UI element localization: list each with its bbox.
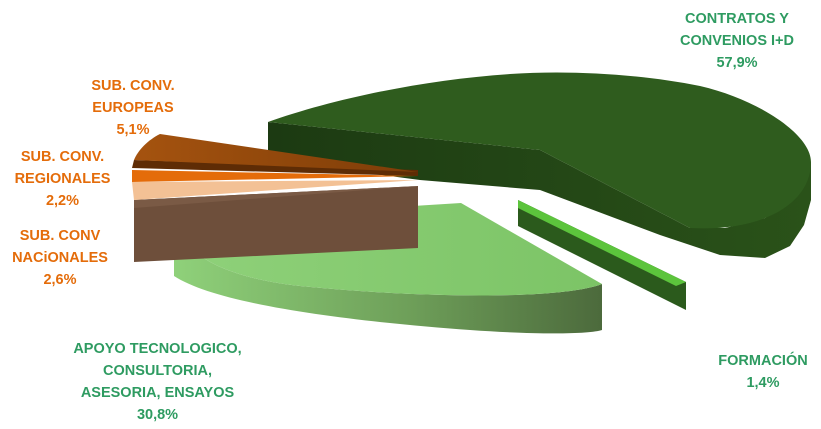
label-nacionales: SUB. CONV NACiONALES 2,6%: [5, 225, 115, 291]
slice-regionales-band: [132, 170, 418, 182]
label-europeas-value: 5,1%: [116, 122, 150, 138]
slice-europeas: [132, 134, 418, 176]
slice-apoyo-side: [174, 221, 602, 334]
label-nacionales-value: 2,6%: [43, 272, 77, 288]
label-regionales-line1: SUB. CONV.: [20, 149, 105, 165]
label-regionales-value: 2,2%: [45, 193, 80, 209]
label-apoyo-line1: APOYO TECNOLOGICO,: [73, 341, 242, 357]
slice-nacionales-top: [134, 186, 418, 208]
label-contratos-line1: CONTRATOS Y: [685, 11, 789, 27]
label-regionales: SUB. CONV. REGIONALES 2,2%: [0, 146, 125, 212]
label-formacion: FORMACIÓN 1,4%: [703, 350, 821, 394]
label-contratos: CONTRATOS Y CONVENIOS I+D 57,9%: [662, 8, 812, 74]
slice-nacionales-side: [134, 186, 418, 262]
label-apoyo-line3: ASESORIA, ENSAYOS: [80, 385, 235, 401]
label-apoyo-line2: CONSULTORIA,: [102, 363, 213, 379]
label-formacion-value: 1,4%: [746, 375, 780, 391]
slice-regionales-top: [132, 180, 418, 200]
label-contratos-line2: CONVENIOS I+D: [679, 33, 794, 49]
label-nacionales-line1: SUB. CONV: [19, 228, 101, 244]
label-contratos-value: 57,9%: [716, 55, 758, 71]
slice-formacion: [518, 200, 686, 310]
slice-contratos: [268, 72, 811, 258]
label-apoyo: APOYO TECNOLOGICO, CONSULTORIA, ASESORIA…: [50, 338, 265, 426]
label-regionales-line2: REGIONALES: [14, 171, 111, 187]
label-apoyo-value: 30,8%: [136, 407, 179, 423]
slice-formacion-top: [518, 200, 686, 286]
slice-europeas-top: [134, 134, 418, 172]
label-formacion-line1: FORMACIÓN: [718, 353, 808, 369]
label-europeas: SUB. CONV. EUROPEAS 5,1%: [68, 75, 198, 141]
label-europeas-line1: SUB. CONV.: [91, 78, 175, 94]
slice-contratos-top: [268, 72, 811, 229]
label-nacionales-line2: NACiONALES: [12, 250, 108, 266]
slice-contratos-side: [268, 122, 811, 258]
slice-europeas-side: [132, 160, 418, 176]
slice-nacionales: [134, 186, 418, 262]
slice-regionales: [132, 170, 418, 200]
label-europeas-line2: EUROPEAS: [92, 100, 174, 116]
